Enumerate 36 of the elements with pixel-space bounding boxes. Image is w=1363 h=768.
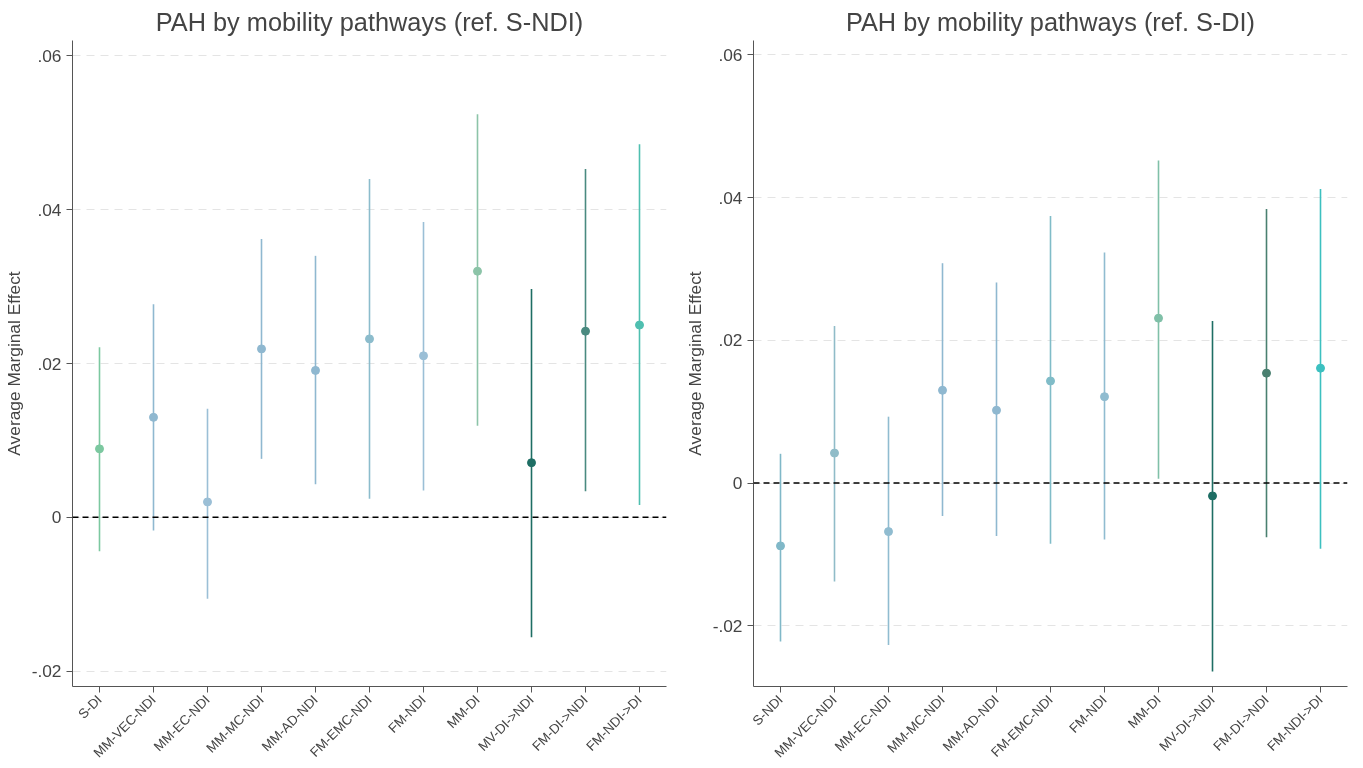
point bbox=[527, 458, 536, 468]
point bbox=[419, 351, 428, 361]
point bbox=[635, 320, 644, 330]
y-tick-label: 0 bbox=[732, 473, 743, 494]
y-tick-label: 0 bbox=[51, 507, 62, 528]
y-tick-label: -.02 bbox=[712, 615, 743, 636]
point bbox=[311, 365, 320, 375]
point bbox=[95, 444, 104, 454]
point bbox=[257, 344, 266, 354]
point bbox=[776, 541, 785, 551]
point bbox=[1316, 363, 1325, 373]
point bbox=[830, 448, 839, 458]
point bbox=[884, 527, 893, 537]
point bbox=[1100, 392, 1109, 402]
point bbox=[473, 266, 482, 276]
y-tick-label: .06 bbox=[718, 44, 743, 65]
point bbox=[203, 497, 212, 507]
y-tick-label: .02 bbox=[718, 330, 743, 351]
y-axis-title: Average Marginal Effect bbox=[3, 271, 24, 456]
y-tick-label: .04 bbox=[37, 199, 62, 220]
point bbox=[581, 326, 590, 336]
y-tick-label: .02 bbox=[37, 353, 62, 374]
chart-title: PAH by mobility pathways (ref. S-NDI) bbox=[155, 7, 584, 36]
point bbox=[1208, 491, 1217, 501]
point bbox=[992, 405, 1001, 415]
point bbox=[1046, 376, 1055, 386]
point bbox=[938, 385, 947, 395]
y-tick-label: -.02 bbox=[31, 661, 62, 682]
chart-title: PAH by mobility pathways (ref. S-DI) bbox=[845, 7, 1256, 36]
y-tick-label: .06 bbox=[37, 45, 62, 66]
y-axis-title: Average Marginal Effect bbox=[684, 271, 705, 456]
point bbox=[1262, 368, 1271, 378]
point bbox=[1154, 313, 1163, 323]
y-tick-label: .04 bbox=[718, 187, 743, 208]
point bbox=[365, 334, 374, 344]
point bbox=[149, 412, 158, 422]
